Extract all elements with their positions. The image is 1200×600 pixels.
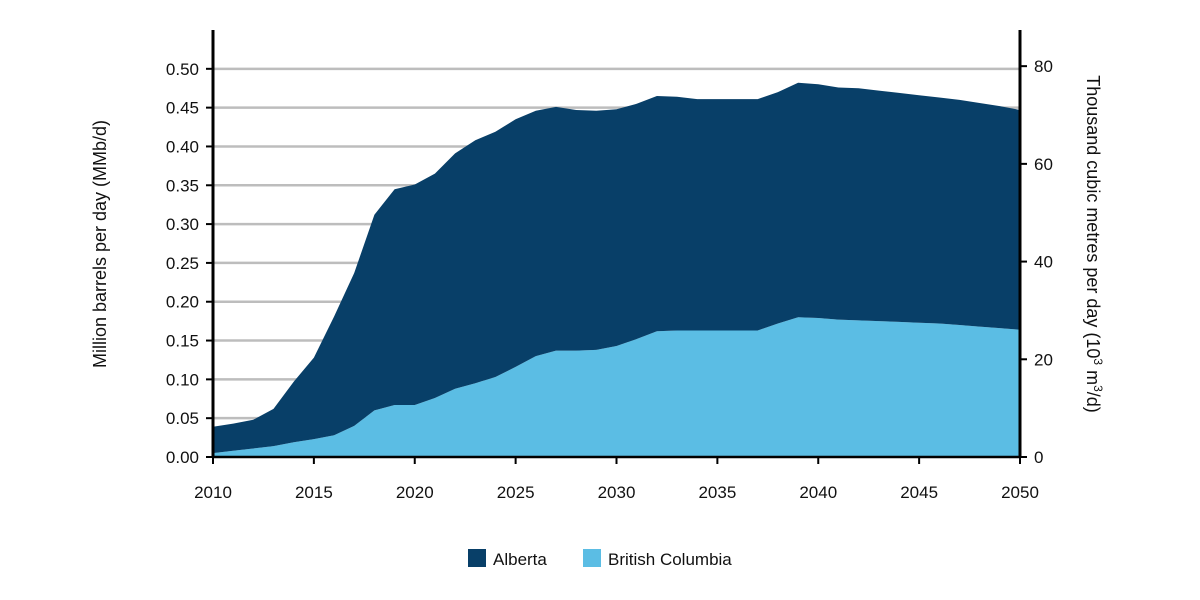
y2-tick-label: 60 — [1034, 155, 1053, 174]
axes — [206, 30, 1027, 464]
legend-swatch-alberta — [468, 549, 486, 567]
x-tick-label: 2015 — [295, 483, 333, 502]
legend-label-british-columbia: British Columbia — [608, 550, 732, 569]
area-british-columbia — [213, 317, 1020, 457]
y2-tick-label: 80 — [1034, 57, 1053, 76]
y-axis-title: Million barrels per day (MMb/d) — [90, 120, 110, 368]
x-tick-label: 2040 — [799, 483, 837, 502]
y2-tick-label: 20 — [1034, 350, 1053, 369]
y2-tick-label: 40 — [1034, 253, 1053, 272]
y-tick-label: 0.00 — [166, 448, 199, 467]
x-tick-label: 2045 — [900, 483, 938, 502]
x-tick-label: 2050 — [1001, 483, 1039, 502]
y-tick-label: 0.15 — [166, 332, 199, 351]
y2-tick-label: 0 — [1034, 448, 1043, 467]
y-tick-label: 0.25 — [166, 254, 199, 273]
y-tick-label: 0.40 — [166, 137, 199, 156]
y-tick-label: 0.50 — [166, 60, 199, 79]
x-tick-label: 2035 — [698, 483, 736, 502]
x-tick-label: 2020 — [396, 483, 434, 502]
x-tick-label: 2010 — [194, 483, 232, 502]
area-series-group — [213, 82, 1020, 457]
x-tick-label: 2030 — [598, 483, 636, 502]
y-tick-label: 0.35 — [166, 176, 199, 195]
y-tick-label: 0.10 — [166, 370, 199, 389]
legend-label-alberta: Alberta — [493, 550, 547, 569]
y-tick-label: 0.20 — [166, 293, 199, 312]
y-tick-label: 0.30 — [166, 215, 199, 234]
legend: Alberta British Columbia — [468, 549, 732, 569]
area-alberta — [213, 82, 1020, 454]
tick-labels: 0.00 0.05 0.10 0.15 0.20 0.25 0.30 0.35 0.40 0.45… — [166, 57, 1053, 502]
legend-swatch-british-columbia — [583, 549, 601, 567]
y-tick-label: 0.05 — [166, 409, 199, 428]
y-tick-label: 0.45 — [166, 99, 199, 118]
x-tick-label: 2025 — [497, 483, 535, 502]
y2-axis-title: Thousand cubic metres per day (103 m3/d) — [1083, 75, 1105, 413]
